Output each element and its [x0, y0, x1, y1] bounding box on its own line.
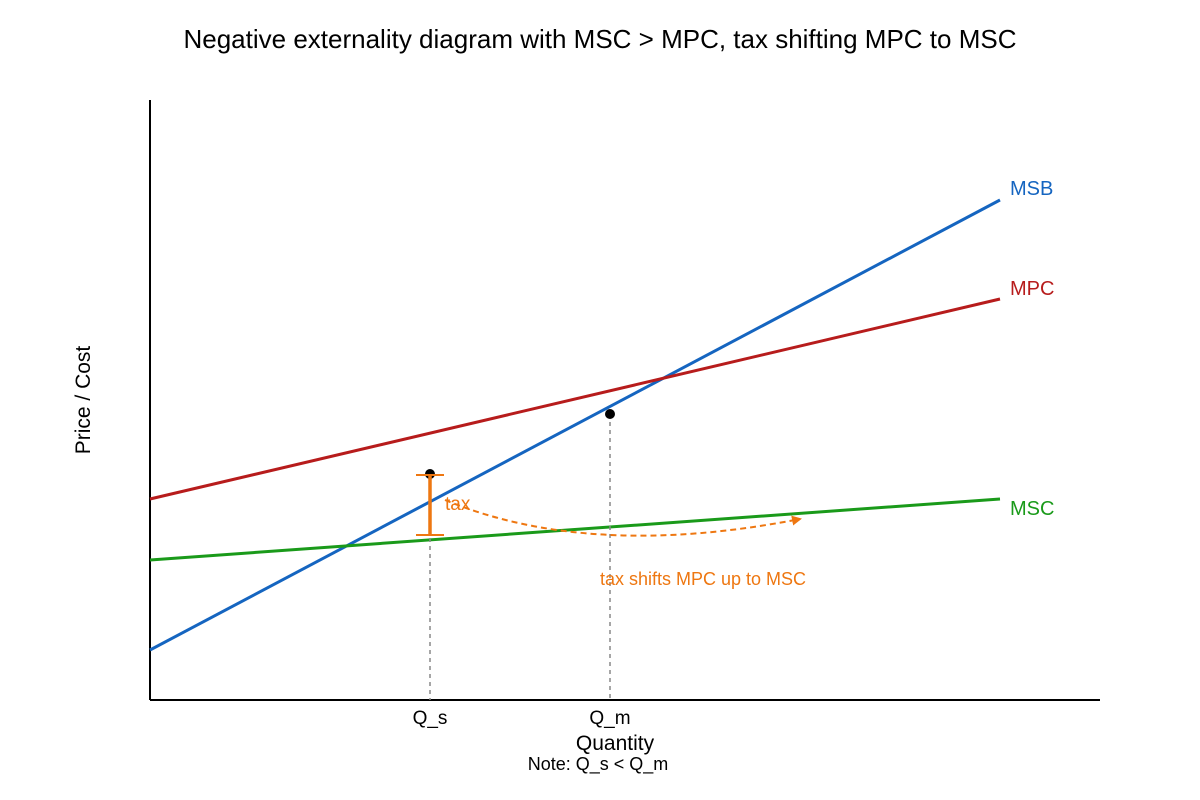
tax-shift-arrow	[444, 499, 802, 537]
tax-shift-label: tax shifts MPC up to MSC	[600, 569, 806, 589]
msc-label: MSC	[1010, 498, 1054, 520]
msb-curve	[149, 198, 1001, 652]
footnote: Note: Q_s < Q_m	[528, 754, 669, 775]
tax-wedge	[416, 474, 444, 536]
mpc-curve	[149, 297, 1001, 501]
q-s-tick-label: Q_s	[413, 708, 448, 729]
mpc-label: MPC	[1010, 278, 1054, 300]
q-m-tick-label: Q_m	[589, 708, 630, 729]
chart-title: Negative externality diagram with MSC > …	[183, 24, 1017, 54]
msb-label: MSB	[1010, 178, 1053, 200]
x-axis-label: Quantity	[576, 732, 655, 755]
market-equilibrium-point	[605, 409, 615, 419]
msc-curve	[149, 497, 1001, 562]
y-axis-label: Price / Cost	[72, 346, 95, 455]
